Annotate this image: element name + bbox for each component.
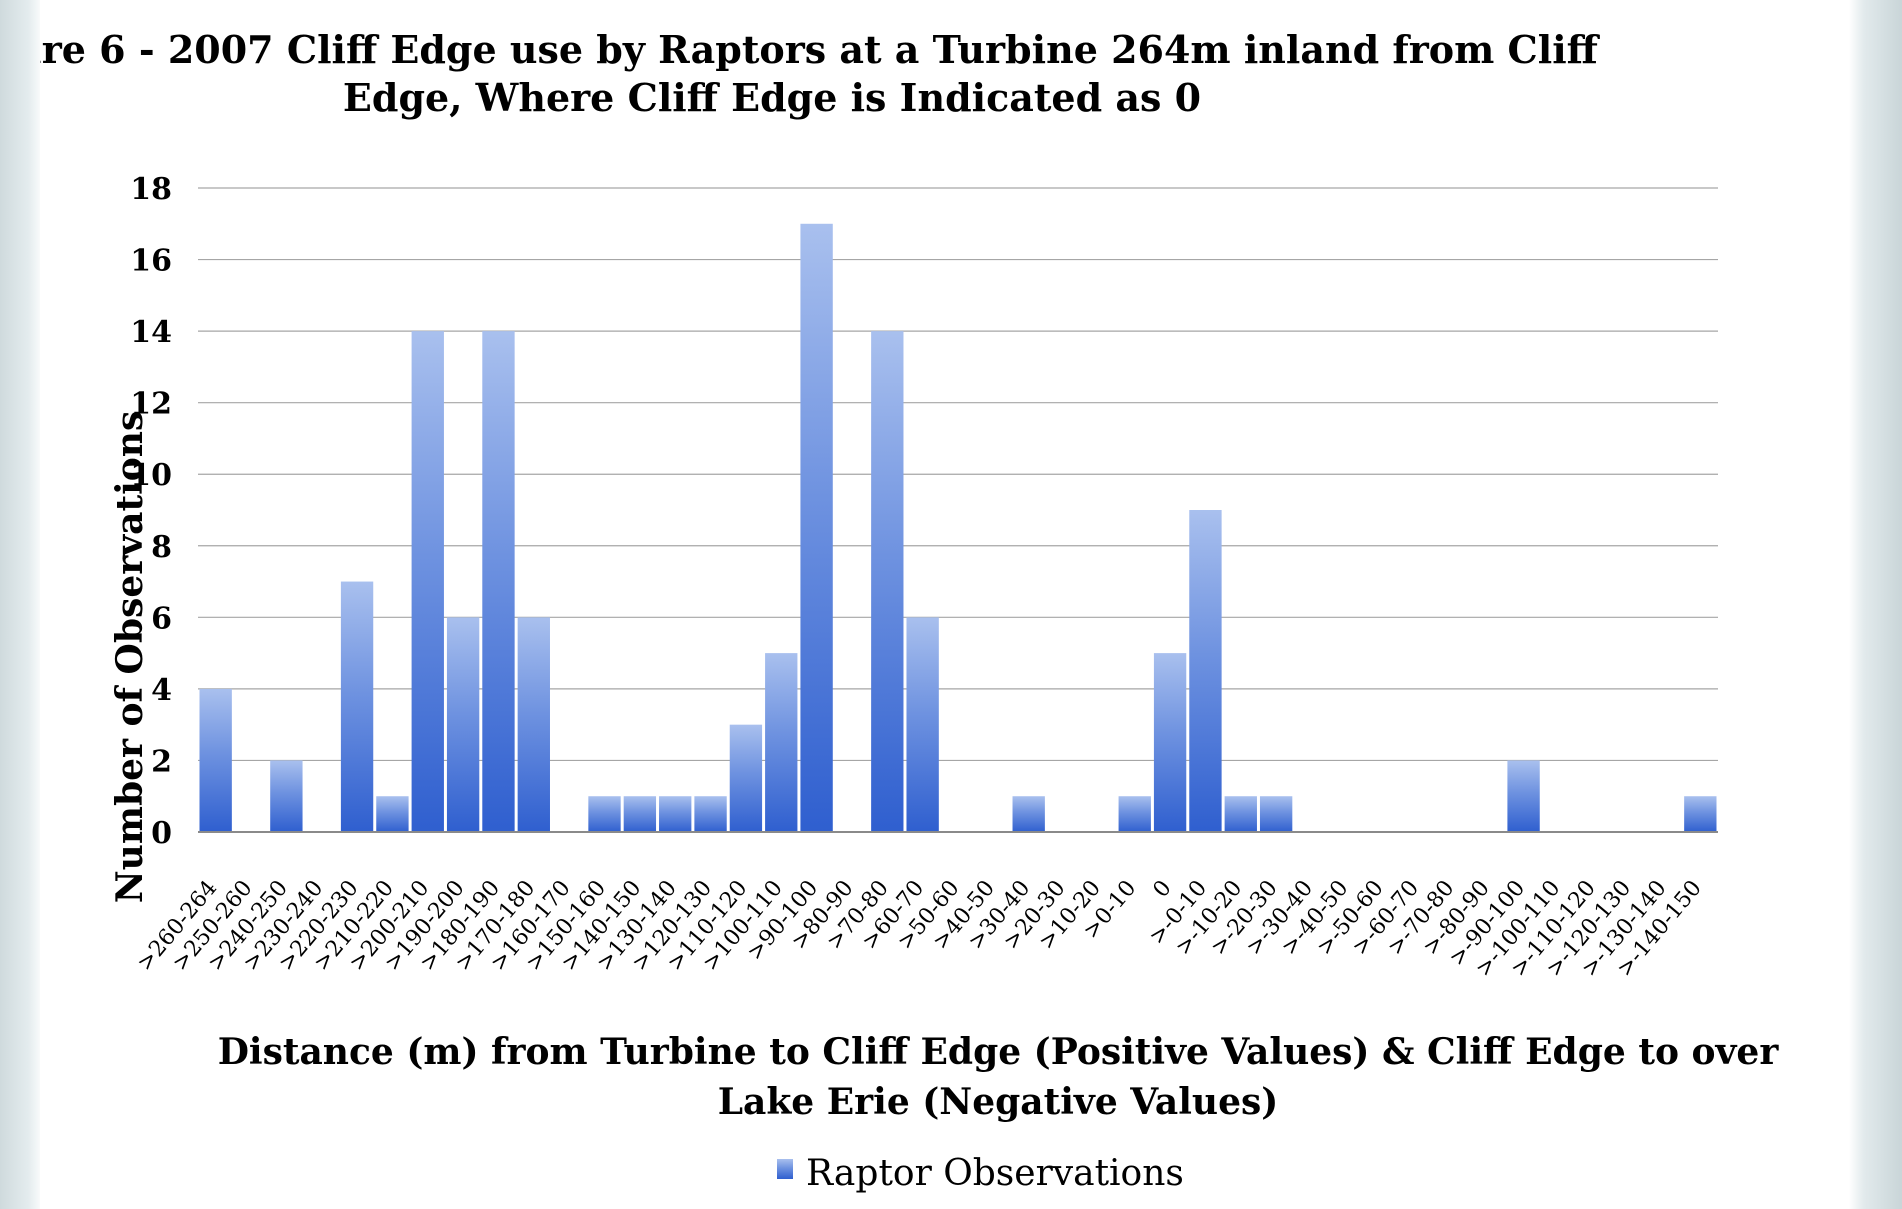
bar [517, 617, 550, 832]
y-tick-label: 6 [151, 601, 172, 636]
bar [765, 653, 798, 832]
legend: Raptor Observations [777, 1153, 1184, 1194]
y-tick-label: 10 [130, 458, 172, 493]
chart-title: Figure 6 - 2007 Cliff Edge use by Raptor… [40, 27, 1601, 120]
y-axis-ticks: 0 2 4 6 8 10 12 14 16 18 [130, 172, 172, 851]
legend-label: Raptor Observations [806, 1153, 1184, 1194]
bar [659, 796, 692, 832]
bar [446, 617, 480, 832]
y-tick-label: 2 [151, 744, 172, 779]
bar [1259, 796, 1293, 832]
chart-title-line-1: Figure 6 - 2007 Cliff Edge use by Raptor… [40, 27, 1601, 72]
bar [1118, 796, 1151, 832]
legend-swatch [777, 1159, 793, 1179]
bar [482, 331, 515, 832]
y-tick-label: 4 [151, 673, 172, 708]
bar [1012, 796, 1045, 832]
bar [623, 796, 657, 832]
bar [270, 760, 303, 832]
bar [1224, 796, 1257, 832]
x-axis-ticks: >260-264>250-260>240-250>230-240>220-230… [133, 876, 1707, 982]
y-tick-label: 18 [130, 172, 172, 207]
x-axis-label: Distance (m) from Turbine to Cliff Edge … [218, 1031, 1780, 1123]
y-axis-label: Number of Observations [109, 411, 151, 903]
bar [729, 724, 763, 832]
bar [199, 688, 232, 832]
bar [588, 796, 621, 832]
y-tick-label: 12 [130, 387, 172, 422]
bar [1153, 653, 1187, 832]
bar [906, 617, 939, 832]
bar [800, 223, 833, 832]
y-tick-label: 14 [130, 315, 172, 350]
bars [199, 223, 1717, 832]
x-axis-label-line-1: Distance (m) from Turbine to Cliff Edge … [218, 1031, 1780, 1073]
y-tick-label: 8 [151, 530, 172, 565]
x-tick-label: 0 [1149, 876, 1177, 903]
bar [340, 581, 374, 832]
bar [871, 331, 904, 832]
bar [694, 796, 727, 832]
bar [1189, 510, 1222, 832]
slide-background: Figure 6 - 2007 Cliff Edge use by Raptor… [40, 0, 1832, 1209]
bar [411, 331, 444, 832]
y-tick-label: 16 [130, 244, 172, 279]
bar [1684, 796, 1717, 832]
bar [376, 796, 409, 832]
bar-chart: Figure 6 - 2007 Cliff Edge use by Raptor… [40, 27, 1780, 1194]
y-tick-label: 0 [151, 816, 172, 851]
bar [1507, 760, 1540, 832]
x-axis-label-line-2: Lake Erie (Negative Values) [718, 1081, 1279, 1123]
chart-title-line-2: Edge, Where Cliff Edge is Indicated as 0 [343, 75, 1201, 120]
